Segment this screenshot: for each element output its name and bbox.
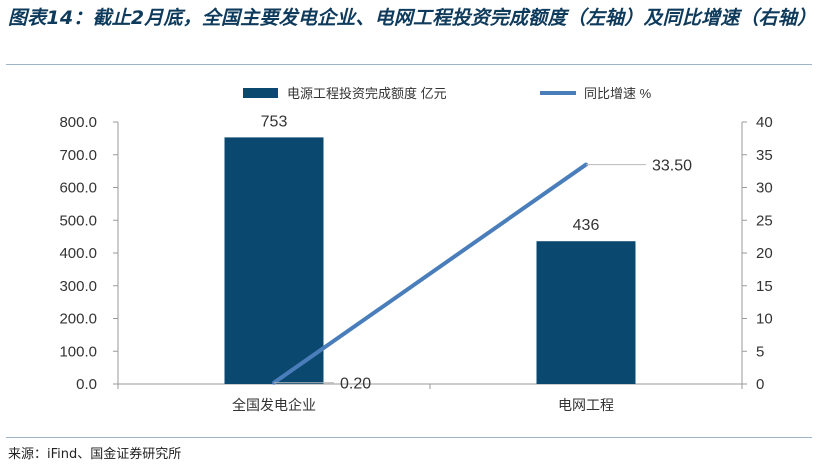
left-axis-tick-label: 0.0 bbox=[76, 376, 97, 393]
legend-bar-swatch bbox=[243, 88, 278, 98]
right-axis-tick-label: 0 bbox=[756, 376, 764, 393]
chart-title: 图表14：截止2月底，全国主要发电企业、电网工程投资完成额度（左轴）及同比增速（… bbox=[8, 7, 817, 29]
right-axis-tick-label: 5 bbox=[756, 343, 764, 360]
left-axis-tick-label: 600.0 bbox=[59, 180, 97, 197]
bar-series: 753 436 bbox=[224, 113, 636, 384]
right-axis-tick-label: 25 bbox=[756, 212, 773, 229]
bar bbox=[536, 241, 636, 384]
left-axis-tick-label: 700.0 bbox=[59, 147, 97, 164]
legend-line-label: 同比增速 % bbox=[584, 86, 652, 101]
right-axis: 0 5 10 15 20 25 30 35 40 bbox=[741, 114, 773, 393]
right-axis-tick-label: 30 bbox=[756, 180, 773, 197]
line-series: 0.20 33.50 bbox=[272, 158, 692, 393]
left-axis-tick-label: 200.0 bbox=[59, 311, 97, 328]
right-axis-tick-label: 15 bbox=[756, 278, 773, 295]
footer-divider bbox=[6, 437, 812, 438]
left-axis-tick-label: 300.0 bbox=[59, 278, 97, 295]
left-axis-tick-label: 800.0 bbox=[59, 114, 97, 131]
x-axis-tick-label: 全国发电企业 bbox=[232, 397, 316, 413]
line-data-label: 33.50 bbox=[652, 158, 692, 175]
left-axis-tick-label: 100.0 bbox=[59, 343, 97, 360]
legend-bar-label: 电源工程投资完成额度 亿元 bbox=[287, 86, 447, 101]
bar bbox=[224, 137, 324, 384]
right-axis-tick-label: 40 bbox=[756, 114, 773, 131]
line-data-label: 0.20 bbox=[340, 376, 371, 393]
x-axis: 全国发电企业 电网工程 bbox=[117, 383, 743, 413]
left-axis-tick-label: 500.0 bbox=[59, 212, 97, 229]
right-axis-tick-label: 35 bbox=[756, 147, 773, 164]
x-axis-tick-label: 电网工程 bbox=[558, 397, 614, 413]
bar-data-label: 436 bbox=[573, 217, 600, 234]
left-axis-tick-label: 400.0 bbox=[59, 245, 97, 262]
title-divider bbox=[6, 64, 812, 65]
right-axis-tick-label: 10 bbox=[756, 311, 773, 328]
bar-data-label: 753 bbox=[261, 113, 288, 130]
source-note: 来源：iFind、国金证券研究所 bbox=[8, 447, 182, 462]
line-path bbox=[272, 162, 588, 385]
right-axis-tick-label: 20 bbox=[756, 245, 773, 262]
left-axis: 0.0 100.0 200.0 300.0 400.0 500.0 600.0 700.0 80… bbox=[59, 114, 119, 393]
legend: 电源工程投资完成额度 亿元 同比增速 % bbox=[243, 86, 652, 101]
